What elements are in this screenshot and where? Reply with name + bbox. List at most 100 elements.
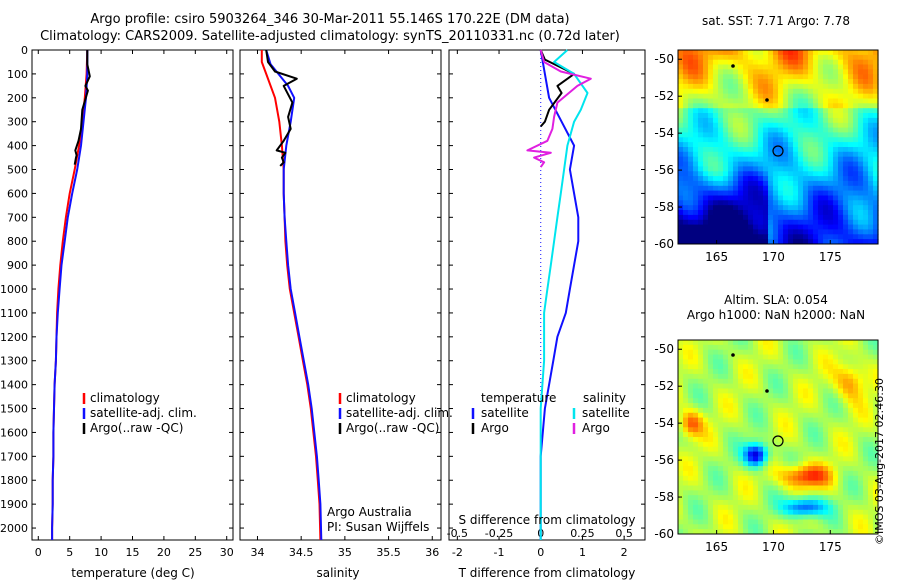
map-cell bbox=[693, 441, 699, 448]
map-cell bbox=[863, 407, 869, 414]
x-tick-label: 10 bbox=[94, 546, 108, 559]
map-cell bbox=[773, 398, 779, 404]
map-cell bbox=[688, 344, 694, 351]
map-cell bbox=[868, 529, 874, 535]
map-cell bbox=[768, 466, 774, 472]
map-cell bbox=[833, 504, 839, 511]
map-cell bbox=[768, 113, 774, 119]
map-cell bbox=[848, 412, 854, 419]
map-cell bbox=[858, 500, 864, 506]
map-cell bbox=[703, 83, 709, 90]
map-cell bbox=[818, 176, 824, 182]
map-cell bbox=[723, 234, 729, 240]
map-cell bbox=[813, 344, 819, 351]
map-cell bbox=[708, 176, 714, 182]
map-cell bbox=[783, 485, 789, 491]
figure-title-line1: Argo profile: csiro 5903264_346 30-Mar-2… bbox=[90, 12, 570, 27]
map-cell bbox=[688, 147, 694, 153]
map-cell bbox=[748, 393, 754, 399]
map-cell bbox=[713, 359, 719, 365]
map-cell bbox=[848, 200, 854, 206]
legend-title-temperature: temperature bbox=[481, 391, 556, 405]
map-cell bbox=[678, 427, 684, 433]
map-cell bbox=[853, 156, 859, 163]
map-cell bbox=[798, 495, 804, 501]
map-cell bbox=[718, 74, 724, 80]
map-cell bbox=[783, 359, 789, 365]
map-cell bbox=[853, 344, 859, 351]
map-cell bbox=[703, 393, 709, 399]
map-cell bbox=[703, 195, 709, 201]
map-cell bbox=[683, 451, 689, 457]
map-cell bbox=[833, 340, 839, 346]
map-cell bbox=[693, 113, 699, 119]
map-cell bbox=[793, 340, 799, 346]
map-cell bbox=[793, 64, 799, 70]
map-cell bbox=[703, 519, 709, 525]
map-cell bbox=[818, 117, 824, 124]
map-cell bbox=[753, 200, 759, 206]
map-cell bbox=[873, 98, 879, 104]
map-cell bbox=[723, 50, 729, 56]
map-cell bbox=[843, 378, 849, 385]
map-cell bbox=[823, 219, 829, 226]
y-tick-label: 1200 bbox=[0, 331, 28, 344]
map-cell bbox=[798, 176, 804, 182]
map-cell bbox=[808, 383, 814, 389]
map-cell bbox=[833, 59, 839, 66]
map-cell bbox=[703, 451, 709, 457]
map-cell bbox=[693, 171, 699, 177]
map-cell bbox=[868, 354, 874, 360]
map-cell bbox=[688, 349, 694, 356]
map-cell bbox=[803, 59, 809, 66]
map-cell bbox=[683, 427, 689, 433]
map-cell bbox=[868, 470, 874, 477]
map-cell bbox=[843, 74, 849, 80]
map-cell bbox=[718, 393, 724, 399]
map-cell bbox=[823, 200, 829, 206]
map-cell bbox=[708, 432, 714, 438]
map-cell bbox=[768, 349, 774, 356]
map-cell bbox=[848, 446, 854, 453]
map-cell bbox=[838, 451, 844, 457]
map-cell bbox=[723, 354, 729, 360]
map-cell bbox=[788, 171, 794, 177]
map-cell bbox=[678, 205, 684, 211]
map-cell bbox=[698, 446, 704, 453]
map-cell bbox=[868, 446, 874, 453]
map-cell bbox=[793, 344, 799, 351]
map-cell bbox=[708, 224, 714, 230]
map-cell bbox=[728, 127, 734, 133]
map-cell bbox=[808, 485, 814, 491]
map-cell bbox=[778, 456, 784, 462]
map-cell bbox=[863, 166, 869, 172]
map-cell bbox=[873, 88, 879, 95]
map-cell bbox=[723, 117, 729, 124]
map-cell bbox=[818, 127, 824, 133]
map-cell bbox=[853, 495, 859, 501]
map-cell bbox=[748, 461, 754, 467]
map-cell bbox=[678, 446, 684, 453]
map-cell bbox=[703, 466, 709, 472]
map-cell bbox=[833, 151, 839, 158]
map-cell bbox=[818, 451, 824, 457]
map-cell bbox=[838, 398, 844, 404]
map-cell bbox=[688, 88, 694, 95]
map-cell bbox=[693, 403, 699, 409]
map-cell bbox=[808, 495, 814, 501]
map-cell bbox=[818, 214, 824, 221]
map-cell bbox=[793, 190, 799, 196]
map-cell bbox=[733, 156, 739, 163]
map-cell bbox=[703, 529, 709, 535]
map-cell bbox=[803, 461, 809, 467]
map-cell bbox=[758, 344, 764, 351]
map-cell bbox=[698, 398, 704, 404]
map-cell bbox=[718, 151, 724, 158]
map-cell bbox=[843, 166, 849, 172]
map-cell bbox=[728, 113, 734, 119]
map-cell bbox=[773, 171, 779, 177]
map-cell bbox=[788, 485, 794, 491]
map-cell bbox=[843, 407, 849, 414]
map-cell bbox=[738, 456, 744, 462]
map-cell bbox=[853, 185, 859, 192]
